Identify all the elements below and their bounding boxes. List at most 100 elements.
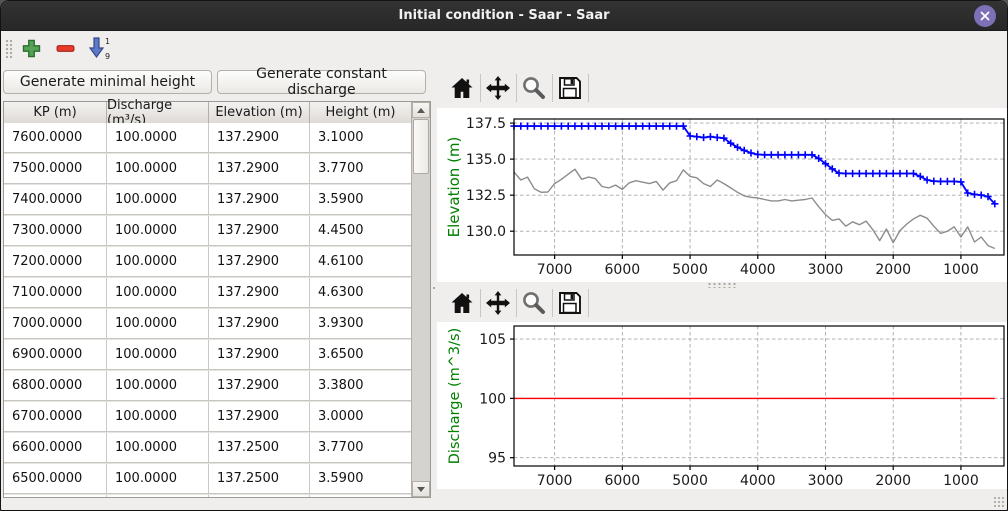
table-cell[interactable]: 3.9300 <box>310 309 412 338</box>
table-cell[interactable]: 4.6300 <box>310 278 412 307</box>
table-cell[interactable]: 100.0000 <box>107 464 209 493</box>
column-header[interactable]: KP (m) <box>4 102 107 123</box>
x-tick-label: 7000 <box>537 473 573 489</box>
table-cell[interactable]: 3.5900 <box>310 185 412 214</box>
table-cell[interactable]: 3.5900 <box>310 464 412 493</box>
table-cell[interactable]: 7500.0000 <box>4 154 107 183</box>
generate-minimal-height-button[interactable]: Generate minimal height <box>3 70 212 94</box>
home-tool-button[interactable] <box>447 288 477 318</box>
table-scrollbar[interactable] <box>411 102 430 497</box>
table-cell[interactable]: 100.0000 <box>107 433 209 462</box>
table-cell[interactable]: 100.0000 <box>107 154 209 183</box>
sort-button[interactable]: 1 9 <box>87 35 113 61</box>
column-header[interactable]: Elevation (m) <box>209 102 310 123</box>
table-cell[interactable]: 137.2900 <box>209 278 310 307</box>
table-cell[interactable]: 7400.0000 <box>4 185 107 214</box>
table-cell[interactable]: 100.0000 <box>107 123 209 152</box>
column-header[interactable]: Height (m) <box>310 102 412 123</box>
table-cell[interactable]: 100.0000 <box>107 340 209 369</box>
table-cell[interactable]: 137.2900 <box>209 185 310 214</box>
close-icon <box>980 11 990 21</box>
table-cell[interactable]: 6700.0000 <box>4 402 107 431</box>
table-cell[interactable]: 137.2900 <box>209 371 310 400</box>
x-tick-label: 1000 <box>943 473 979 489</box>
table-cell[interactable]: 137.2500 <box>209 433 310 462</box>
close-button[interactable] <box>974 5 996 27</box>
table-cell[interactable]: 3.6500 <box>310 340 412 369</box>
table-cell[interactable]: 137.2900 <box>209 309 310 338</box>
table-cell[interactable]: 7000.0000 <box>4 309 107 338</box>
table-cell[interactable]: 137.2900 <box>209 123 310 152</box>
table-cell[interactable]: 3.7700 <box>310 433 412 462</box>
toolbar-separator <box>516 74 517 102</box>
toolbar-grip[interactable] <box>5 39 13 59</box>
y-tick-label: 95 <box>488 451 506 467</box>
table-cell[interactable]: 7600.0000 <box>4 123 107 152</box>
window-resize-grip[interactable] <box>993 496 1005 508</box>
table-row: 7200.0000 100.0000 137.2900 4.6100 <box>4 247 412 277</box>
scroll-down-button[interactable] <box>412 481 430 497</box>
zoom-tool-button[interactable] <box>519 288 549 318</box>
table-cell[interactable]: 137.2900 <box>209 216 310 245</box>
table-header-row: KP (m) Discharge (m³/s) Elevation (m) Heigh… <box>4 98 412 128</box>
table-cell[interactable]: 100.0000 <box>107 247 209 276</box>
save-tool-button[interactable] <box>555 288 585 318</box>
save-tool-button[interactable] <box>555 73 585 103</box>
table-cell[interactable]: 100.0000 <box>107 278 209 307</box>
horizontal-splitter[interactable] <box>707 282 737 288</box>
table-cell[interactable]: 4.4500 <box>310 216 412 245</box>
generate-constant-discharge-button[interactable]: Generate constant discharge <box>217 66 426 98</box>
table-cell[interactable]: 137.2500 <box>209 464 310 493</box>
scrollbar-thumb[interactable] <box>413 119 429 174</box>
table-cell[interactable]: 137.2900 <box>209 402 310 431</box>
table-cell[interactable] <box>209 495 310 497</box>
table-row: 6700.0000 100.0000 137.2900 3.0000 <box>4 402 412 432</box>
table-cell[interactable]: 6800.0000 <box>4 371 107 400</box>
x-tick-label: 4000 <box>740 473 776 489</box>
table-cell[interactable]: 6500.0000 <box>4 464 107 493</box>
column-header[interactable]: Discharge (m³/s) <box>107 98 209 128</box>
table-cell[interactable]: 100.0000 <box>107 216 209 245</box>
discharge-plot-canvas[interactable]: 7000 6000 5000 4000 3000 2000 1000 105 100 95 Disc… <box>437 322 1007 489</box>
remove-row-button[interactable] <box>52 35 78 61</box>
table-cell[interactable]: 4.6100 <box>310 247 412 276</box>
minus-icon <box>56 44 74 52</box>
table-cell[interactable]: 7100.0000 <box>4 278 107 307</box>
table-cell[interactable]: 137.2900 <box>209 247 310 276</box>
x-tick-label: 6000 <box>605 473 641 489</box>
table-cell[interactable]: 137.2900 <box>209 154 310 183</box>
elevation-plot-canvas[interactable]: 7000 6000 5000 4000 3000 2000 1000 137.5 135.0 13… <box>437 108 1007 282</box>
scroll-up-button[interactable] <box>412 102 430 118</box>
table-cell[interactable]: 100.0000 <box>107 402 209 431</box>
y-axis-label: Discharge (m^3/s) <box>447 328 463 465</box>
toolbar-separator <box>480 289 481 317</box>
table-cell[interactable]: 137.2900 <box>209 340 310 369</box>
pan-tool-button[interactable] <box>483 288 513 318</box>
table-cell[interactable] <box>4 495 107 497</box>
table-cell[interactable]: 100.0000 <box>107 309 209 338</box>
table-cell[interactable]: 3.7700 <box>310 154 412 183</box>
table-cell[interactable]: 3.0000 <box>310 402 412 431</box>
table-cell[interactable] <box>107 495 209 497</box>
save-icon <box>559 77 581 99</box>
table-cell[interactable]: 3.1000 <box>310 123 412 152</box>
table-cell[interactable]: 3.3800 <box>310 371 412 400</box>
zoom-tool-button[interactable] <box>519 73 549 103</box>
toolbar-separator <box>480 74 481 102</box>
table-cell[interactable] <box>310 495 412 497</box>
table-row: 7400.0000 100.0000 137.2900 3.5900 <box>4 185 412 215</box>
table-cell[interactable]: 6600.0000 <box>4 433 107 462</box>
table-cell[interactable]: 100.0000 <box>107 371 209 400</box>
initial-condition-table: KP (m) Discharge (m³/s) Elevation (m) Heigh… <box>3 98 431 498</box>
table-row-partial <box>4 495 412 497</box>
add-row-button[interactable] <box>18 35 44 61</box>
home-tool-button[interactable] <box>447 73 477 103</box>
table-cell[interactable]: 6900.0000 <box>4 340 107 369</box>
table-cell[interactable]: 100.0000 <box>107 185 209 214</box>
table-cell[interactable]: 7300.0000 <box>4 216 107 245</box>
table-cell[interactable]: 7200.0000 <box>4 247 107 276</box>
titlebar[interactable]: Initial condition - Saar - Saar <box>1 1 1007 31</box>
toolbar-separator <box>552 289 553 317</box>
pan-tool-button[interactable] <box>483 73 513 103</box>
vertical-splitter[interactable] <box>431 101 437 498</box>
